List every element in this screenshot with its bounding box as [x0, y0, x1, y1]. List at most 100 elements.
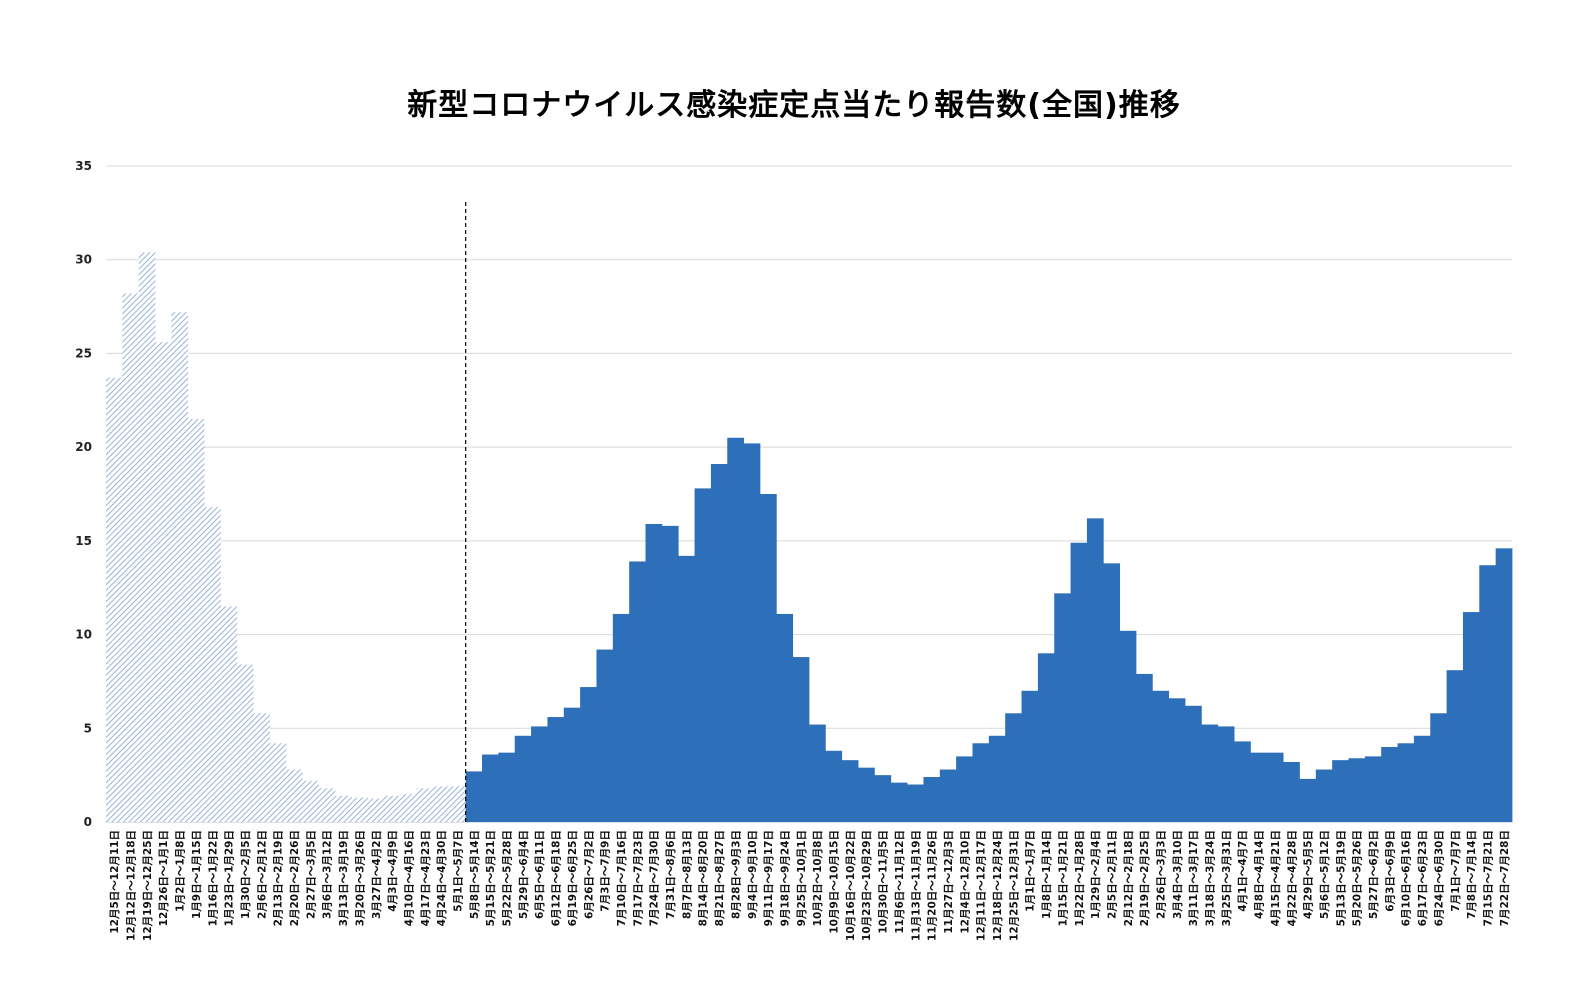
- x-tick-label: 1月2日～1月8日: [175, 830, 187, 912]
- x-tick-label: 4月1日～4月7日: [1237, 830, 1249, 912]
- x-tick-label: 3月4日～3月10日: [1172, 830, 1184, 919]
- bar: [1332, 760, 1349, 822]
- bar: [482, 754, 499, 822]
- bar: [302, 780, 319, 822]
- bar: [792, 657, 810, 822]
- x-tick-label: 12月18日～12月24日: [992, 830, 1004, 941]
- x-tick-label: 1月1日～1月7日: [1025, 830, 1037, 912]
- x-tick-label: 8月14日～8月20日: [698, 830, 710, 926]
- x-tick-label: 6月17日～6月23日: [1417, 830, 1429, 926]
- x-tick-label: 8月21日～8月27日: [714, 830, 726, 926]
- x-tick-label: 3月18日～3月24日: [1205, 830, 1217, 926]
- x-tick-label: 2月19日～2月25日: [1139, 830, 1151, 926]
- bar: [531, 726, 548, 822]
- x-tick-label: 9月4日～9月10日: [747, 830, 759, 919]
- bar: [1168, 698, 1186, 822]
- bar: [694, 488, 712, 822]
- bar: [269, 743, 287, 822]
- x-tick-label: 10月9日～10月15日: [829, 830, 841, 934]
- bar: [1495, 548, 1513, 822]
- bar: [432, 786, 450, 822]
- y-tick-label: 25: [75, 346, 92, 360]
- x-tick-label: 7月31日～8月6日: [665, 830, 677, 919]
- bar: [825, 750, 843, 822]
- x-tick-label: 12月11日～12月17日: [976, 830, 988, 941]
- bar: [580, 687, 597, 822]
- bar: [1054, 593, 1071, 822]
- bar: [334, 795, 352, 822]
- bar: [351, 797, 368, 822]
- x-tick-label: 12月12日～12月18日: [126, 830, 138, 941]
- bar: [236, 664, 254, 822]
- y-tick-label: 5: [84, 721, 92, 735]
- bar: [155, 342, 172, 822]
- bar: [1005, 713, 1022, 822]
- x-tick-label: 5月20日～5月26日: [1352, 830, 1364, 926]
- x-tick-label: 4月22日～4月28日: [1286, 830, 1298, 926]
- y-tick-label: 15: [75, 534, 92, 548]
- bar: [253, 713, 270, 822]
- x-tick-label: 1月30日～2月5日: [240, 830, 252, 919]
- bar: [400, 793, 418, 822]
- bar: [1397, 743, 1415, 822]
- bar: [629, 561, 646, 822]
- chart-title: 新型コロナウイルス感染症定点当たり報告数(全国)推移: [407, 88, 1181, 123]
- bar: [645, 523, 663, 822]
- bar: [547, 717, 565, 822]
- x-tick-label: 11月13日～11月19日: [910, 830, 922, 941]
- x-tick-label: 2月5日～2月11日: [1106, 830, 1118, 919]
- bar: [187, 419, 205, 822]
- x-tick-label: 7月10日～7月16日: [616, 830, 628, 926]
- x-tick-label: 12月19日～12月25日: [142, 830, 154, 941]
- bar: [1201, 724, 1219, 822]
- x-tick-label: 5月1日～5月7日: [453, 830, 465, 912]
- bar: [727, 437, 745, 822]
- x-tick-label: 4月24日～4月30日: [436, 830, 448, 926]
- x-axis-ticks: 12月5日～12月11日 12月12日～12月18日 12月19日～12月25日 12…: [109, 830, 1511, 941]
- bar: [809, 724, 826, 822]
- bar: [416, 788, 434, 822]
- x-tick-label: 12月26日～1月1日: [158, 830, 170, 926]
- bar: [1266, 752, 1284, 822]
- x-tick-label: 1月22日～1月28日: [1074, 830, 1086, 926]
- x-tick-label: 12月4日～12月10日: [959, 830, 971, 934]
- x-tick-label: 1月16日～1月22日: [207, 830, 219, 926]
- bar: [1152, 690, 1170, 822]
- bar: [383, 795, 401, 822]
- x-tick-label: 10月2日～10月8日: [812, 830, 824, 926]
- bar: [988, 735, 1006, 822]
- bar: [1381, 747, 1398, 822]
- bar: [1283, 762, 1300, 822]
- bar: [874, 775, 892, 822]
- bar: [220, 606, 238, 822]
- y-tick-label: 10: [75, 628, 92, 642]
- x-tick-label: 6月26日～7月2日: [583, 830, 595, 919]
- bar: [596, 649, 614, 822]
- y-axis-ticks: 0 5 10 15 20 25 30 35: [75, 159, 92, 829]
- x-tick-label: 3月6日～3月12日: [322, 830, 334, 919]
- x-tick-label: 2月26日～3月3日: [1156, 830, 1168, 919]
- bar: [1348, 758, 1366, 822]
- x-tick-label: 6月24日～6月30日: [1433, 830, 1445, 926]
- x-tick-label: 7月8日～7月14日: [1466, 830, 1478, 919]
- bar: [1135, 673, 1153, 822]
- x-tick-label: 11月27日～12月3日: [943, 830, 955, 934]
- bar: [1479, 565, 1497, 822]
- bar: [907, 784, 924, 822]
- bar: [1250, 752, 1268, 822]
- bar: [1446, 670, 1464, 822]
- bar: [1070, 542, 1088, 822]
- x-tick-label: 2月6日～2月12日: [256, 830, 268, 919]
- x-tick-label: 4月29日～5月5日: [1303, 830, 1315, 919]
- bar: [171, 312, 189, 822]
- x-tick-label: 5月13日～5月19日: [1335, 830, 1347, 926]
- bar: [776, 613, 794, 822]
- y-tick-label: 20: [75, 440, 92, 454]
- bar: [956, 756, 973, 822]
- bar: [1315, 769, 1333, 822]
- bar: [1234, 741, 1251, 822]
- bar: [1364, 756, 1382, 822]
- bar: [1299, 778, 1317, 822]
- x-tick-label: 6月12日～6月18日: [551, 830, 563, 926]
- x-tick-label: 6月10日～6月16日: [1401, 830, 1413, 926]
